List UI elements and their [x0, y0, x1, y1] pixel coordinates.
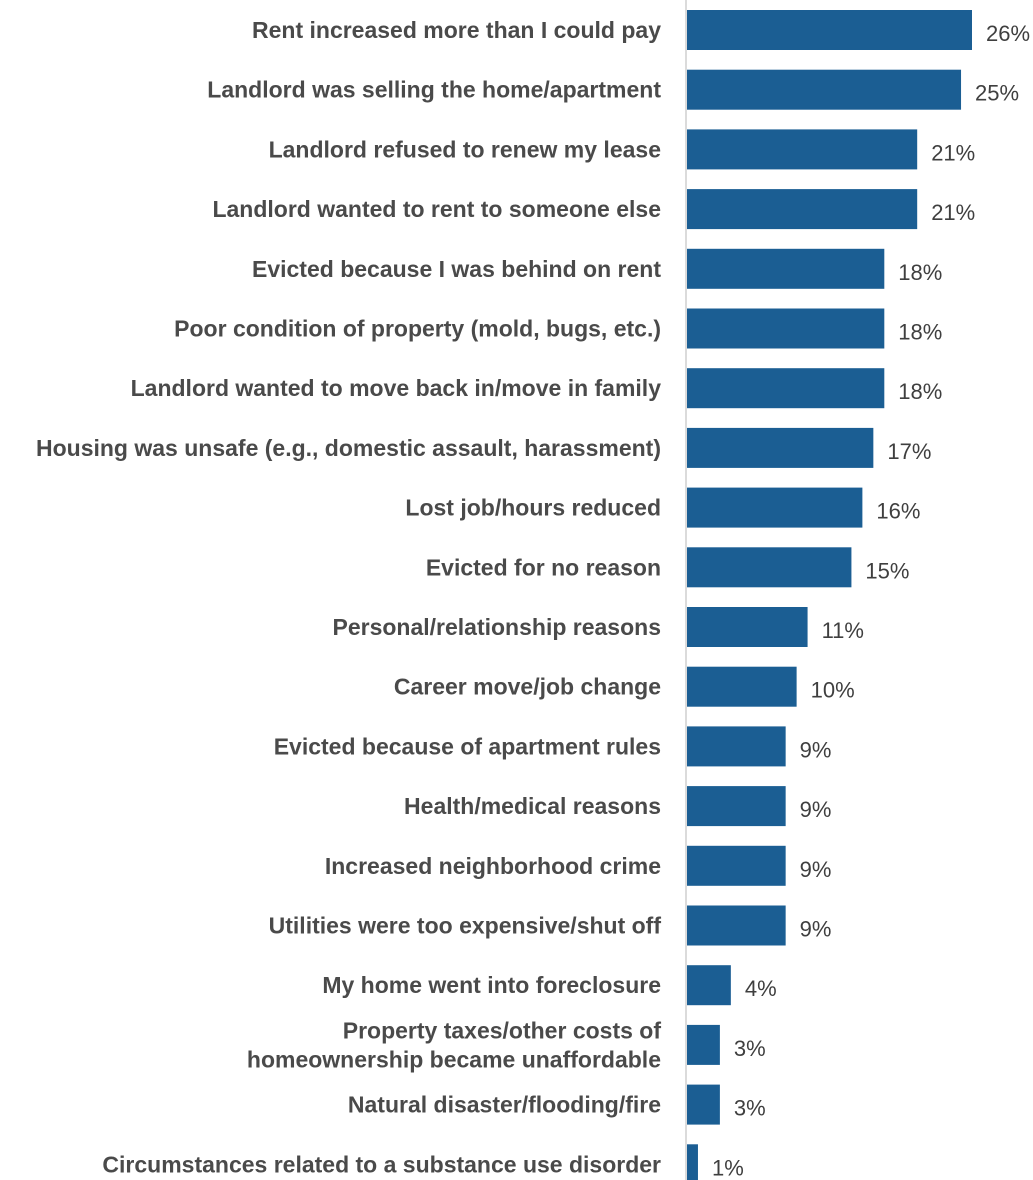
bar	[687, 666, 797, 707]
value-label: 9%	[800, 857, 832, 882]
bar	[687, 1024, 720, 1065]
value-label: 10%	[811, 678, 855, 703]
category-label: Evicted for no reason	[426, 554, 661, 580]
value-label: 18%	[898, 379, 942, 404]
value-label: 18%	[898, 260, 942, 285]
category-label: Housing was unsafe (e.g., domestic assau…	[36, 435, 661, 461]
category-label: Property taxes/other costs of homeownersh…	[247, 1017, 661, 1072]
bar	[687, 547, 852, 588]
bar	[687, 427, 874, 468]
bar	[687, 607, 808, 647]
value-label: 26%	[986, 21, 1030, 46]
bar	[687, 1084, 720, 1125]
value-label: 1%	[712, 1155, 744, 1180]
bar	[687, 69, 962, 110]
category-label: Rent increased more than I could pay	[252, 17, 661, 43]
bar	[687, 845, 786, 886]
bar	[687, 905, 786, 946]
value-label: 16%	[876, 499, 920, 524]
category-label: Career move/job change	[394, 674, 661, 700]
bar	[687, 129, 918, 170]
value-label: 15%	[865, 558, 909, 583]
value-label: 21%	[931, 200, 975, 225]
value-label: 9%	[800, 917, 832, 942]
category-label: Poor condition of property (mold, bugs, …	[174, 316, 661, 342]
bar	[687, 308, 885, 349]
bar	[687, 368, 885, 409]
category-labels: Rent increased more than I could pay Land…	[36, 17, 661, 1177]
bar	[687, 1144, 698, 1180]
value-label: 9%	[800, 797, 832, 822]
bar	[687, 10, 972, 50]
value-label: 11%	[822, 618, 864, 643]
category-label: Health/medical reasons	[404, 793, 661, 819]
bar	[687, 248, 885, 289]
category-label: Evicted because of apartment rules	[274, 733, 661, 759]
category-label: Landlord wanted to rent to someone else	[212, 196, 661, 222]
bar	[687, 189, 918, 230]
category-label: My home went into foreclosure	[322, 972, 661, 998]
category-label: Natural disaster/flooding/fire	[348, 1092, 661, 1118]
value-label: 3%	[734, 1036, 766, 1061]
value-label: 3%	[734, 1096, 766, 1121]
bar	[687, 786, 786, 827]
bar	[687, 487, 863, 528]
value-label: 17%	[887, 439, 931, 464]
value-label: 4%	[745, 976, 777, 1001]
category-label: Utilities were too expensive/shut off	[269, 913, 662, 939]
category-label: Landlord wanted to move back in/move in …	[131, 375, 662, 401]
category-label: Circumstances related to a substance use…	[102, 1151, 661, 1177]
category-label: Personal/relationship reasons	[332, 614, 661, 640]
category-label: Landlord refused to renew my lease	[269, 136, 661, 162]
value-label: 18%	[898, 320, 942, 345]
bar	[687, 726, 786, 767]
bars	[687, 10, 972, 1180]
category-label: Evicted because I was behind on rent	[252, 256, 661, 282]
category-label: Landlord was selling the home/apartment	[207, 77, 661, 103]
category-label: Increased neighborhood crime	[325, 853, 661, 879]
category-label: Lost job/hours reduced	[405, 495, 661, 521]
value-label: 21%	[931, 140, 975, 165]
value-label: 9%	[800, 737, 832, 762]
bar	[687, 965, 731, 1006]
value-labels: 26% 25% 21% 21% 18% 18% 18% 17% 16% 15% 11% 10% 9% 9%…	[712, 21, 1030, 1180]
value-label: 25%	[975, 81, 1019, 106]
